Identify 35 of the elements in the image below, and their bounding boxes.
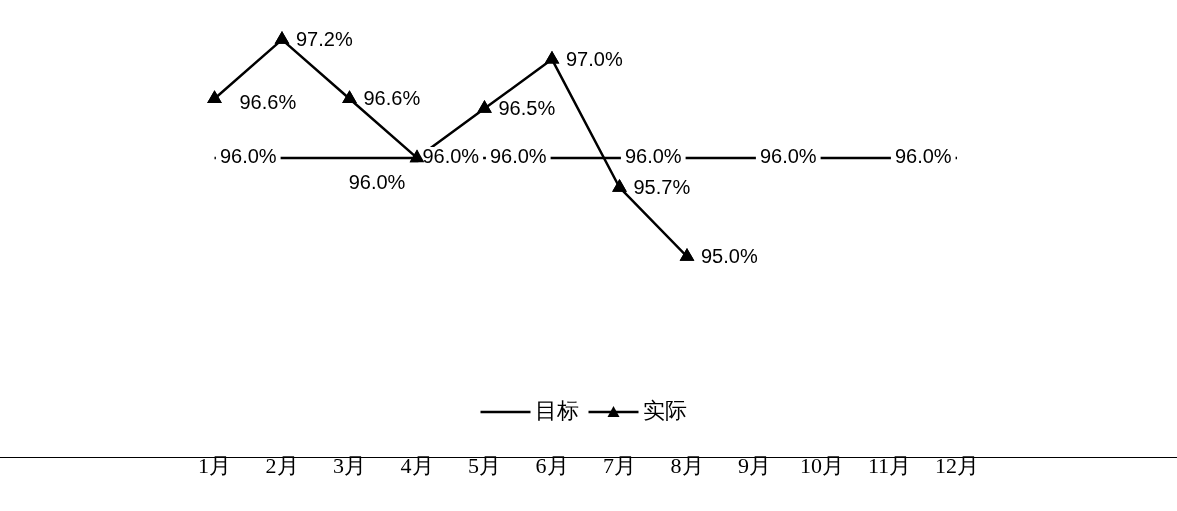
- data-label: 96.6%: [363, 87, 421, 110]
- data-label: 96.0%: [422, 145, 480, 168]
- x-tick-label: 6月: [535, 453, 569, 479]
- x-tick-label: 3月: [333, 453, 366, 479]
- data-label: 96.0%: [489, 145, 547, 168]
- data-label: 97.2%: [296, 28, 353, 51]
- x-tick-label: 1月: [198, 453, 231, 479]
- data-label: 96.0%: [624, 145, 682, 168]
- data-label: 95.0%: [701, 245, 758, 268]
- data-label: 96.0%: [219, 145, 277, 168]
- data-label: 96.0%: [348, 171, 406, 194]
- point: [275, 32, 289, 44]
- x-tick-label: 5月: [468, 453, 501, 479]
- legend-label: 实际: [642, 398, 687, 424]
- x-tick-label: 4月: [400, 453, 434, 479]
- point: [208, 91, 221, 103]
- legend-label: 目标: [534, 398, 579, 424]
- data-label: 96.5%: [498, 97, 556, 120]
- x-tick-label: 8月: [670, 453, 704, 479]
- x-tick-label: 10月: [800, 453, 844, 479]
- point: [478, 101, 491, 113]
- point: [613, 180, 626, 192]
- x-tick-label: 12月: [935, 453, 979, 479]
- point: [343, 91, 356, 103]
- x-tick-label: 9月: [738, 453, 771, 479]
- data-label: 95.7%: [633, 176, 691, 198]
- data-label: 97.0%: [566, 47, 623, 70]
- point: [545, 52, 559, 64]
- x-tick-label: 2月: [265, 453, 299, 479]
- data-label: 96.0%: [759, 145, 817, 168]
- x-tick-label: 7月: [603, 453, 636, 479]
- point: [680, 249, 694, 261]
- data-label: 96.0%: [894, 145, 952, 168]
- x-tick-label: 11月: [867, 453, 912, 479]
- data-label: 96.6%: [239, 91, 297, 114]
